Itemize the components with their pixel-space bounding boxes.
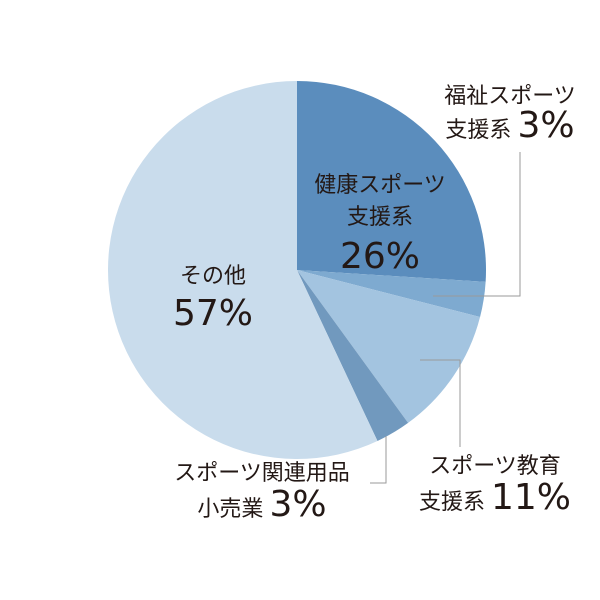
slice-label-name: 支援系 3% <box>445 105 574 146</box>
slice-label-name-text: 支援系 <box>445 118 511 143</box>
slice-label-name-text: 支援系 <box>419 490 485 515</box>
pie-slice-sports-goods-retail <box>297 270 409 442</box>
slice-label-name-text: その他 <box>180 264 246 289</box>
leader-line-sports-goods-retail <box>370 436 387 484</box>
slice-label-name: その他 <box>180 264 246 289</box>
slice-percent: 57% <box>173 293 253 334</box>
slice-label-name: 支援系 11% <box>419 477 571 518</box>
slice-label-name-text: スポーツ教育 <box>429 454 561 479</box>
pie-slices <box>107 80 487 460</box>
pie-slice-sports-education <box>297 270 481 423</box>
leader-lines <box>370 152 521 484</box>
slice-label-name-text: 健康スポーツ <box>314 173 446 198</box>
slice-label-name: 小売業 3% <box>197 484 326 525</box>
slice-label-other: その他 57% <box>173 264 253 334</box>
slice-percent: 26% <box>340 236 420 277</box>
leader-line-welfare-sports <box>433 152 521 297</box>
slice-label-name-text: スポーツ関連用品 <box>174 461 350 486</box>
pie-slice-other <box>107 80 378 460</box>
slice-percent: 11% <box>491 477 571 518</box>
slice-label-name: スポーツ関連用品 <box>174 461 350 486</box>
slice-label-name-text: 小売業 <box>197 497 263 522</box>
slice-percent: 3% <box>517 105 574 146</box>
slice-label-name-text: 支援系 <box>347 205 413 230</box>
slice-label-name: スポーツ教育 <box>429 454 561 479</box>
slice-percent: 3% <box>269 484 326 525</box>
slice-label-name: 福祉スポーツ <box>444 84 576 109</box>
slice-label-name: 健康スポーツ <box>314 173 446 198</box>
pie-slice-welfare-sports <box>297 270 486 317</box>
leader-line-sports-education <box>420 359 461 447</box>
slice-label-name: 支援系 <box>347 205 413 230</box>
pie-slice-health-sports <box>297 81 487 282</box>
slice-label-name-text: 福祉スポーツ <box>444 84 576 109</box>
